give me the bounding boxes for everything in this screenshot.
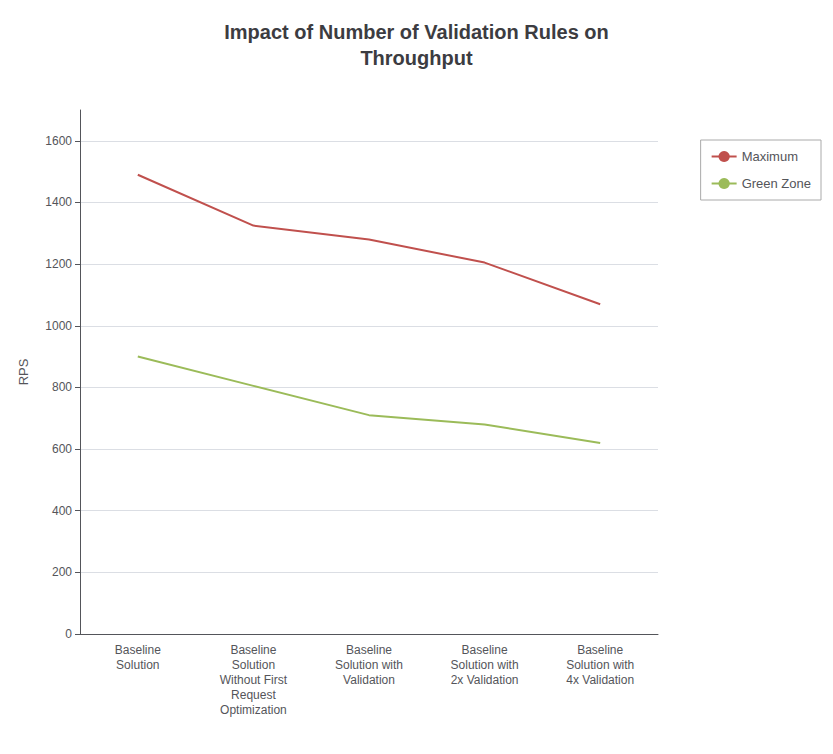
svg-text:Without First: Without First: [220, 673, 288, 687]
svg-text:Baseline: Baseline: [346, 643, 392, 657]
svg-text:Baseline: Baseline: [230, 643, 276, 657]
svg-text:Maximum: Maximum: [742, 149, 798, 164]
svg-text:RPS: RPS: [16, 358, 31, 385]
svg-text:1000: 1000: [45, 319, 72, 333]
svg-text:Solution: Solution: [232, 658, 275, 672]
svg-text:Validation: Validation: [343, 673, 395, 687]
svg-text:Solution with: Solution with: [566, 658, 634, 672]
svg-text:1600: 1600: [45, 134, 72, 148]
svg-text:Solution: Solution: [116, 658, 159, 672]
svg-text:400: 400: [52, 504, 72, 518]
svg-text:Green Zone: Green Zone: [742, 176, 811, 191]
svg-text:600: 600: [52, 442, 72, 456]
svg-text:Optimization: Optimization: [220, 703, 287, 717]
svg-text:1400: 1400: [45, 195, 72, 209]
svg-text:4x Validation: 4x Validation: [566, 673, 634, 687]
svg-text:2x Validation: 2x Validation: [451, 673, 519, 687]
svg-text:Impact of Number of Validation: Impact of Number of Validation Rules on: [224, 21, 608, 43]
svg-text:Request: Request: [231, 688, 276, 702]
svg-text:1200: 1200: [45, 257, 72, 271]
svg-text:Throughput: Throughput: [360, 47, 473, 69]
svg-text:Baseline: Baseline: [115, 643, 161, 657]
svg-text:800: 800: [52, 380, 72, 394]
svg-text:0: 0: [65, 627, 72, 641]
svg-text:Solution with: Solution with: [451, 658, 519, 672]
svg-text:Baseline: Baseline: [462, 643, 508, 657]
svg-text:Baseline: Baseline: [577, 643, 623, 657]
svg-text:200: 200: [52, 565, 72, 579]
svg-text:Solution with: Solution with: [335, 658, 403, 672]
